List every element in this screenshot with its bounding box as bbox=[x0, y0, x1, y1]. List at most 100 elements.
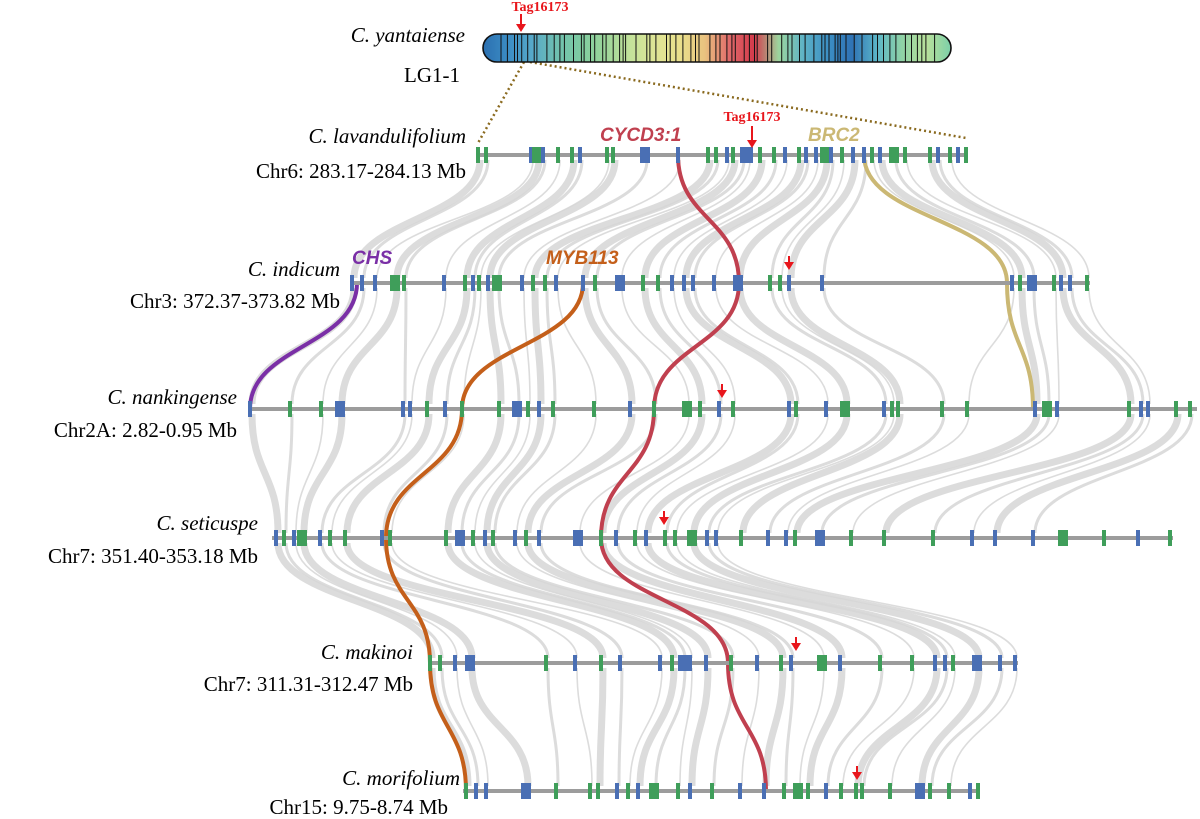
gene-block bbox=[401, 401, 405, 417]
gene-block bbox=[442, 275, 446, 291]
synteny-link bbox=[793, 413, 1041, 534]
synteny-link bbox=[673, 287, 736, 405]
synteny-link bbox=[736, 159, 831, 279]
gene-block bbox=[910, 655, 914, 671]
gene-block bbox=[838, 655, 842, 671]
synteny-link bbox=[599, 413, 706, 534]
synteny-link bbox=[951, 159, 1090, 279]
gene-block bbox=[1058, 530, 1068, 546]
gene-block bbox=[615, 275, 625, 291]
synteny-link bbox=[595, 159, 746, 279]
synteny-link bbox=[712, 667, 735, 787]
marker-arrow-head bbox=[747, 140, 757, 148]
gene-block bbox=[1102, 530, 1106, 546]
gene-block bbox=[1188, 401, 1192, 417]
marker-tag-label: Tag16173 bbox=[723, 110, 780, 125]
gene-block bbox=[778, 275, 782, 291]
gene-block bbox=[554, 275, 558, 291]
gene-block bbox=[1031, 530, 1035, 546]
synteny-link bbox=[781, 287, 895, 405]
synteny-link bbox=[673, 159, 788, 279]
gene-block bbox=[964, 147, 968, 163]
chromosome-track bbox=[476, 147, 968, 163]
synteny-link bbox=[456, 667, 489, 787]
gene-block bbox=[658, 655, 662, 671]
gene-block bbox=[656, 275, 660, 291]
synteny-link bbox=[524, 413, 636, 534]
gene-block bbox=[390, 275, 400, 291]
synteny-link bbox=[531, 159, 714, 279]
synteny-link bbox=[616, 413, 723, 534]
gene-block bbox=[611, 147, 615, 163]
gene-block bbox=[628, 401, 632, 417]
link-cycd3-1 bbox=[599, 537, 730, 664]
gene-block bbox=[698, 401, 702, 417]
gene-block bbox=[889, 147, 899, 163]
synteny-link bbox=[1059, 287, 1135, 405]
gene-block bbox=[725, 147, 729, 163]
gene-block bbox=[529, 147, 533, 163]
link-brc2 bbox=[862, 154, 1009, 284]
synteny-link bbox=[938, 159, 1074, 279]
gene-block bbox=[673, 530, 677, 546]
synteny-link bbox=[665, 413, 800, 534]
gene-block bbox=[541, 147, 545, 163]
gene-block bbox=[824, 783, 828, 799]
gene-block bbox=[738, 783, 742, 799]
synteny-link bbox=[693, 287, 800, 405]
gene-block bbox=[484, 147, 488, 163]
synteny-link bbox=[658, 287, 723, 405]
gene-block bbox=[633, 530, 637, 546]
gene-block bbox=[1059, 275, 1063, 291]
chromosome-track bbox=[463, 783, 980, 799]
gene-block bbox=[471, 275, 475, 291]
synteny-link bbox=[806, 667, 846, 787]
tag-markers bbox=[516, 14, 862, 780]
gene-block bbox=[896, 401, 900, 417]
gene-block bbox=[860, 783, 864, 799]
synteny-link bbox=[599, 542, 846, 659]
species-label-indicum: C. indicum bbox=[248, 257, 340, 281]
chromosome-tracks bbox=[248, 147, 1197, 799]
synteny-link bbox=[393, 159, 543, 279]
gene-block bbox=[705, 530, 709, 546]
synteny-link bbox=[1055, 287, 1060, 405]
synteny-link bbox=[460, 413, 521, 534]
gene-block bbox=[1136, 530, 1140, 546]
gene-block bbox=[849, 530, 853, 546]
synteny-link bbox=[768, 413, 946, 534]
synteny-link bbox=[878, 159, 1026, 279]
synteny-link bbox=[616, 542, 884, 659]
synteny-link bbox=[693, 159, 810, 279]
synteny-link bbox=[444, 542, 678, 659]
highlighted-gene-links bbox=[248, 154, 1035, 792]
linkage-group-bar bbox=[482, 33, 952, 63]
synteny-link bbox=[770, 287, 888, 405]
gene-block bbox=[652, 401, 656, 417]
synteny-link bbox=[322, 287, 378, 405]
synteny-link bbox=[497, 287, 521, 405]
gene-block bbox=[443, 401, 447, 417]
gene-block bbox=[492, 275, 502, 291]
gene-block bbox=[599, 530, 603, 546]
gene-block bbox=[729, 655, 733, 671]
synteny-link bbox=[862, 667, 949, 787]
gene-block bbox=[928, 147, 932, 163]
gene-block bbox=[573, 655, 577, 671]
gene-label-myb113: MYB113 bbox=[546, 248, 619, 269]
synteny-link bbox=[483, 542, 712, 659]
gene-block bbox=[641, 275, 645, 291]
gene-block bbox=[556, 147, 560, 163]
synteny-link bbox=[290, 287, 366, 405]
linkage-group-label: LG1-1 bbox=[404, 63, 460, 87]
gene-block bbox=[851, 147, 855, 163]
gene-block bbox=[965, 401, 969, 417]
synteny-link bbox=[1032, 287, 1051, 405]
species-label-morifolium: C. morifolium bbox=[342, 766, 460, 790]
synteny-link bbox=[596, 667, 607, 787]
species-label-lavandulifolium: C. lavandulifolium bbox=[309, 124, 467, 148]
link-cycd3-1 bbox=[652, 282, 741, 410]
synteny-link bbox=[483, 413, 545, 534]
synteny-link bbox=[595, 287, 658, 405]
synteny-link bbox=[682, 287, 795, 405]
